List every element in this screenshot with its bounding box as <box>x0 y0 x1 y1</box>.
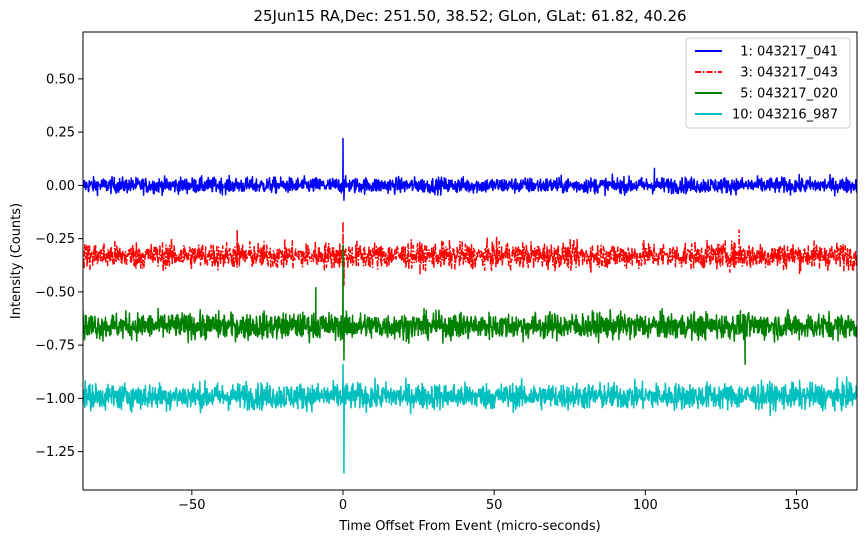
y-tick-label: −0.50 <box>35 285 75 300</box>
y-tick-label: −1.00 <box>35 392 75 407</box>
series-layer <box>83 137 857 474</box>
y-tick-label: −0.25 <box>35 232 75 247</box>
series-line-4 <box>83 363 857 474</box>
legend-label: 3: 043217_043 <box>732 66 838 81</box>
legend-label: 5: 043217_020 <box>732 87 838 102</box>
y-tick-label: −1.25 <box>35 445 75 460</box>
y-tick-label: 0.00 <box>46 179 75 194</box>
chart-title: 25Jun15 RA,Dec: 251.50, 38.52; GLon, GLa… <box>253 7 686 25</box>
legend-label: 1: 043217_041 <box>732 45 838 60</box>
series-line-1 <box>83 137 857 202</box>
y-tick-label: 0.50 <box>46 72 75 87</box>
x-tick-label: 0 <box>339 498 347 513</box>
series-line-2 <box>83 220 857 287</box>
x-tick-label: 100 <box>633 498 658 513</box>
x-tick-label: 150 <box>784 498 809 513</box>
legend-label: 10: 043216_987 <box>732 108 838 123</box>
x-axis: −50 0 50 100 150 <box>178 490 809 513</box>
y-tick-label: −0.75 <box>35 339 75 354</box>
y-axis: 0.50 0.25 0.00 −0.25 −0.50 −0.75 −1.00 −1.25 <box>35 72 83 460</box>
x-axis-label: Time Offset From Event (micro-seconds) <box>338 519 601 534</box>
y-axis-label: Intensity (Counts) <box>9 203 24 319</box>
x-tick-label: −50 <box>178 498 205 513</box>
y-tick-label: 0.25 <box>46 126 75 141</box>
plot-frame <box>82 31 858 491</box>
x-tick-label: 50 <box>486 498 503 513</box>
series-line-3 <box>83 244 857 366</box>
legend-box <box>685 37 851 129</box>
legend: 1: 043217_041 3: 043217_043 5: 043217_02… <box>685 37 851 129</box>
